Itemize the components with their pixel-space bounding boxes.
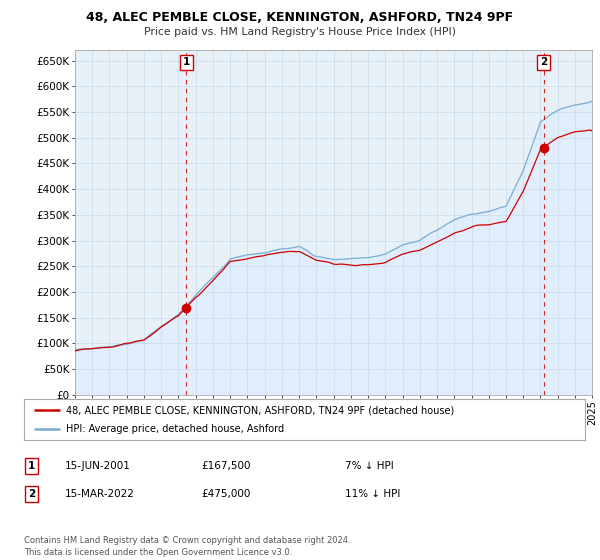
Text: 11% ↓ HPI: 11% ↓ HPI xyxy=(345,489,400,499)
Text: 1: 1 xyxy=(182,58,190,67)
Text: 48, ALEC PEMBLE CLOSE, KENNINGTON, ASHFORD, TN24 9PF (detached house): 48, ALEC PEMBLE CLOSE, KENNINGTON, ASHFO… xyxy=(66,405,454,415)
Text: 1: 1 xyxy=(28,461,35,471)
Text: 15-JUN-2001: 15-JUN-2001 xyxy=(65,461,131,471)
Text: 15-MAR-2022: 15-MAR-2022 xyxy=(65,489,134,499)
Text: 7% ↓ HPI: 7% ↓ HPI xyxy=(345,461,394,471)
Text: £167,500: £167,500 xyxy=(201,461,251,471)
Text: Contains HM Land Registry data © Crown copyright and database right 2024.
This d: Contains HM Land Registry data © Crown c… xyxy=(24,536,350,557)
Text: 48, ALEC PEMBLE CLOSE, KENNINGTON, ASHFORD, TN24 9PF: 48, ALEC PEMBLE CLOSE, KENNINGTON, ASHFO… xyxy=(86,11,514,24)
Text: 2: 2 xyxy=(28,489,35,499)
Text: £475,000: £475,000 xyxy=(201,489,250,499)
Text: HPI: Average price, detached house, Ashford: HPI: Average price, detached house, Ashf… xyxy=(66,424,284,433)
Text: Price paid vs. HM Land Registry's House Price Index (HPI): Price paid vs. HM Land Registry's House … xyxy=(144,27,456,37)
Text: 2: 2 xyxy=(541,58,548,67)
